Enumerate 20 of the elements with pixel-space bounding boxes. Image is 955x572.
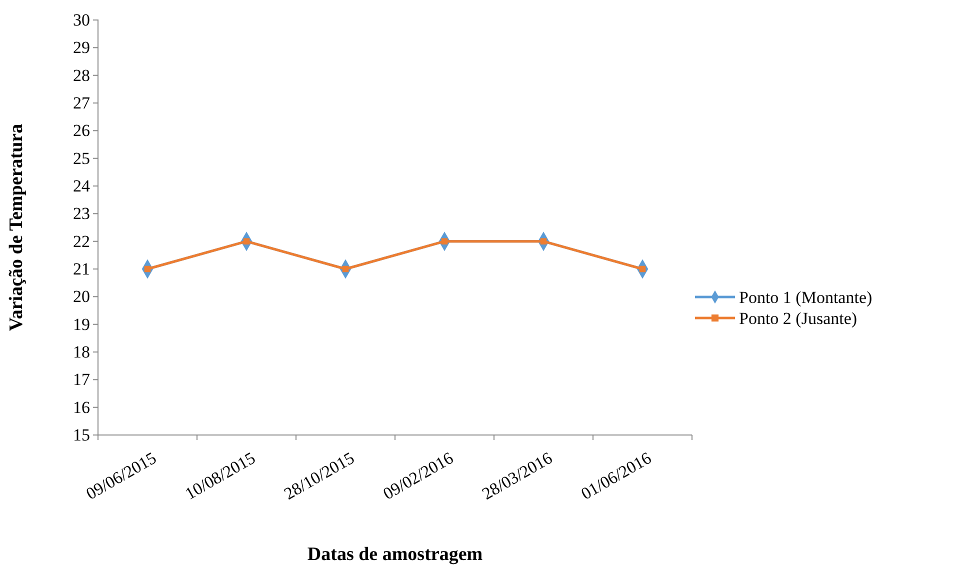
legend-label: Ponto 2 (Jusante) [739,308,858,328]
y-tick-label: 27 [73,93,90,112]
y-tick-label: 22 [73,232,90,251]
y-tick-label: 30 [73,10,90,30]
y-tick-label: 20 [73,287,90,306]
y-tick-label: 18 [73,342,90,362]
y-axis-title: Variação de Temperatura [6,123,27,332]
y-tick-label: 16 [73,398,90,417]
y-tick-label: 26 [73,121,90,140]
y-tick-label: 15 [73,425,90,444]
y-tick-label: 17 [73,370,90,390]
x-axis-title: Datas de amostragem [307,544,483,565]
y-tick-label: 29 [73,38,90,58]
y-tick-label: 19 [73,314,90,334]
y-tick-label: 21 [73,259,90,278]
y-tick-label: 24 [73,176,90,196]
y-tick-label: 25 [73,148,90,168]
y-tick-label: 23 [73,204,90,224]
legend-label: Ponto 1 (Montante) [739,288,872,307]
y-tick-label: 28 [73,66,90,85]
